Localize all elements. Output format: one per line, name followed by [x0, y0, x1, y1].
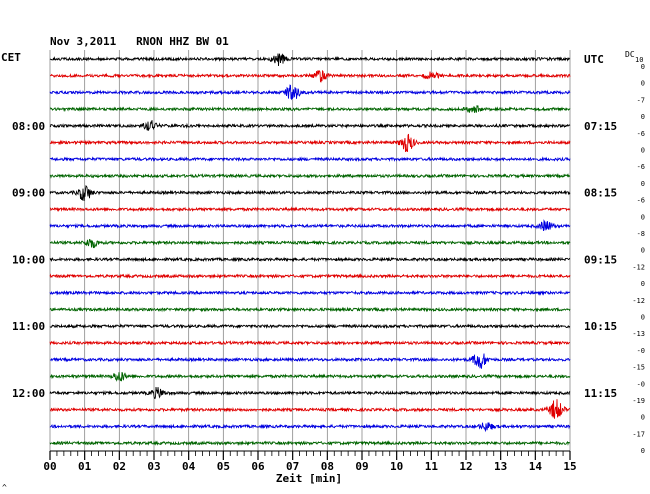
dc-offset-label: 0 — [641, 63, 645, 71]
x-tick-label: 05 — [217, 460, 230, 473]
dc-offset-label: 0 — [641, 180, 645, 188]
dc-offset-label: 0 — [641, 414, 645, 422]
trace-row-8 — [49, 184, 571, 201]
left-hour-label: 08:00 — [12, 120, 45, 133]
right-hour-label: 09:15 — [584, 253, 617, 266]
left-hour-label: 09:00 — [12, 187, 45, 200]
dc-offset-label: -6 — [637, 130, 645, 138]
dc-offset-label: -15 — [632, 364, 645, 372]
trace-row-5 — [49, 133, 571, 153]
dc-offset-label: 0 — [641, 113, 645, 121]
chart-title: Nov 3,2011 RNON HHZ BW 01 — [50, 35, 229, 48]
x-tick-label: 15 — [563, 460, 576, 473]
dc-header-label: DC — [625, 50, 635, 59]
trace-row-10 — [49, 219, 571, 232]
dc-offset-label: -0 — [637, 347, 645, 355]
trace-row-1 — [49, 69, 571, 83]
x-tick-label: 12 — [459, 460, 472, 473]
trace-row-7 — [49, 172, 571, 179]
trace-row-0 — [49, 53, 571, 67]
trace-row-21 — [49, 399, 571, 419]
footer-mark: ^ — [2, 483, 7, 492]
trace-row-2 — [49, 84, 571, 101]
trace-row-23 — [49, 440, 571, 447]
right-hour-label: 07:15 — [584, 120, 617, 133]
trace-row-6 — [49, 156, 571, 163]
dc-offset-label: 0 — [641, 247, 645, 255]
right-hour-label: 11:15 — [584, 387, 617, 400]
x-axis: 00 01 02 03 04 05 06 07 08 09 10 11 12 13 14 15 — [43, 450, 577, 473]
x-tick-label: 03 — [147, 460, 160, 473]
dc-offset-label: -6 — [637, 163, 645, 171]
trace-row-20 — [49, 386, 571, 400]
x-tick-label: 08 — [321, 460, 334, 473]
dc-offset-label: -12 — [632, 263, 645, 271]
trace-row-14 — [49, 289, 571, 296]
left-hour-label: 10:00 — [12, 253, 45, 266]
x-axis-title: Zeit [min] — [276, 472, 342, 485]
dc-offset-label: -13 — [632, 330, 645, 338]
trace-row-19 — [49, 372, 571, 382]
trace-row-15 — [49, 306, 571, 313]
trace-row-11 — [49, 238, 571, 249]
right-hour-label: UTC — [584, 53, 604, 66]
trace-row-12 — [49, 256, 571, 263]
dc-offset-label: -6 — [637, 197, 645, 205]
dc-offset-label: 0 — [641, 213, 645, 221]
right-hour-label: 08:15 — [584, 187, 617, 200]
x-tick-label: 10 — [390, 460, 403, 473]
x-tick-label: 11 — [425, 460, 439, 473]
trace-row-22 — [49, 422, 571, 433]
dc-offset-label: -12 — [632, 297, 645, 305]
left-hour-label: 11:00 — [12, 320, 45, 333]
dc-offset-label: 0 — [641, 447, 645, 455]
dc-offset-label: -8 — [637, 230, 645, 238]
trace-row-9 — [49, 206, 571, 213]
trace-group — [49, 53, 571, 447]
trace-row-16 — [49, 323, 571, 330]
dc-offset-label: -19 — [632, 397, 645, 405]
x-tick-label: 13 — [494, 460, 507, 473]
row-labels: 08:00 09:00 10:00 11:00 12:00 UTC 07:15 08:15 09… — [12, 53, 645, 455]
x-tick-label: 00 — [43, 460, 56, 473]
x-tick-label: 04 — [182, 460, 196, 473]
dc-offset-label: -0 — [637, 380, 645, 388]
left-timezone-label: CET — [1, 51, 21, 64]
trace-row-18 — [49, 353, 571, 369]
x-tick-label: 02 — [113, 460, 126, 473]
dc-offset-label: -7 — [637, 96, 645, 104]
dc-offset-label: 0 — [641, 314, 645, 322]
x-tick-label: 07 — [286, 460, 299, 473]
x-tick-label: 14 — [529, 460, 543, 473]
trace-row-3 — [50, 105, 571, 113]
dc-offset-label: -17 — [632, 430, 645, 438]
dc-offset-label: 0 — [641, 80, 645, 88]
trace-row-4 — [49, 120, 571, 131]
dc-header-sub-label: 10 — [635, 56, 643, 64]
x-tick-label: 06 — [251, 460, 265, 473]
trace-row-13 — [49, 273, 571, 280]
dc-offset-label: 0 — [641, 147, 645, 155]
trace-row-17 — [49, 339, 570, 346]
x-tick-label: 01 — [78, 460, 92, 473]
plot-grid — [49, 50, 571, 451]
x-tick-label: 09 — [355, 460, 368, 473]
left-hour-label: 12:00 — [12, 387, 45, 400]
dc-offset-label: 0 — [641, 280, 645, 288]
right-hour-label: 10:15 — [584, 320, 617, 333]
